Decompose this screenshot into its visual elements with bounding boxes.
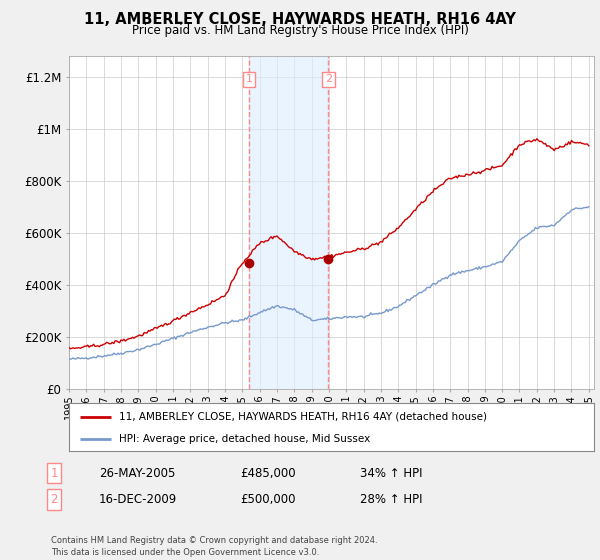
Bar	[249, 56, 328, 389]
Text: 2: 2	[325, 74, 332, 85]
Text: 34% ↑ HPI: 34% ↑ HPI	[360, 466, 422, 480]
Text: 11, AMBERLEY CLOSE, HAYWARDS HEATH, RH16 4AY (detached house): 11, AMBERLEY CLOSE, HAYWARDS HEATH, RH16…	[119, 412, 487, 422]
Text: £500,000: £500,000	[240, 493, 296, 506]
Text: £485,000: £485,000	[240, 466, 296, 480]
Text: 1: 1	[245, 74, 253, 85]
Text: 1: 1	[50, 466, 58, 480]
Text: 11, AMBERLEY CLOSE, HAYWARDS HEATH, RH16 4AY: 11, AMBERLEY CLOSE, HAYWARDS HEATH, RH16…	[84, 12, 516, 27]
Text: Contains HM Land Registry data © Crown copyright and database right 2024.
This d: Contains HM Land Registry data © Crown c…	[51, 536, 377, 557]
Text: HPI: Average price, detached house, Mid Sussex: HPI: Average price, detached house, Mid …	[119, 434, 370, 444]
Text: Price paid vs. HM Land Registry's House Price Index (HPI): Price paid vs. HM Land Registry's House …	[131, 24, 469, 37]
Text: 26-MAY-2005: 26-MAY-2005	[99, 466, 175, 480]
Text: 28% ↑ HPI: 28% ↑ HPI	[360, 493, 422, 506]
Text: 2: 2	[50, 493, 58, 506]
Text: 16-DEC-2009: 16-DEC-2009	[99, 493, 177, 506]
